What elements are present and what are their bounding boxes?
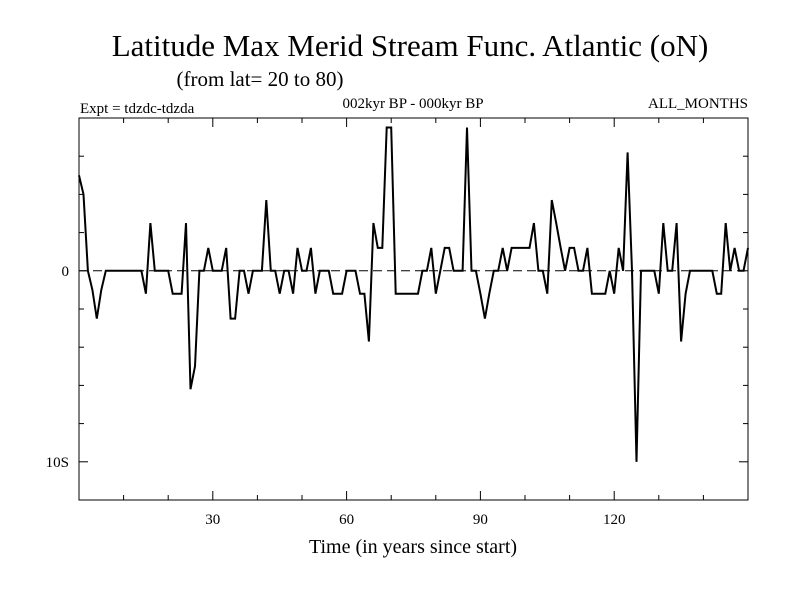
chart-subtitle: (from lat= 20 to 80) <box>177 67 344 91</box>
chart-title: Latitude Max Merid Stream Func. Atlantic… <box>112 28 709 63</box>
x-tick-label: 30 <box>205 512 220 528</box>
y-tick-label: 0 <box>62 264 70 280</box>
experiment-label: Expt = tdzdc-tdzda <box>80 101 195 117</box>
x-tick-label: 90 <box>473 512 488 528</box>
tick-labels: 30 60 90 120 0 10S <box>46 264 626 528</box>
x-tick-label: 60 <box>339 512 354 528</box>
months-label: ALL_MONTHS <box>648 96 748 112</box>
data-series-line <box>78 126 749 462</box>
plot-frame <box>78 117 749 501</box>
period-label: 002kyr BP - 000kyr BP <box>342 96 483 112</box>
x-tick-label: 120 <box>603 512 626 528</box>
y-tick-label: 10S <box>46 455 69 471</box>
axis-ticks <box>79 118 748 500</box>
x-axis-label: Time (in years since start) <box>309 536 517 558</box>
